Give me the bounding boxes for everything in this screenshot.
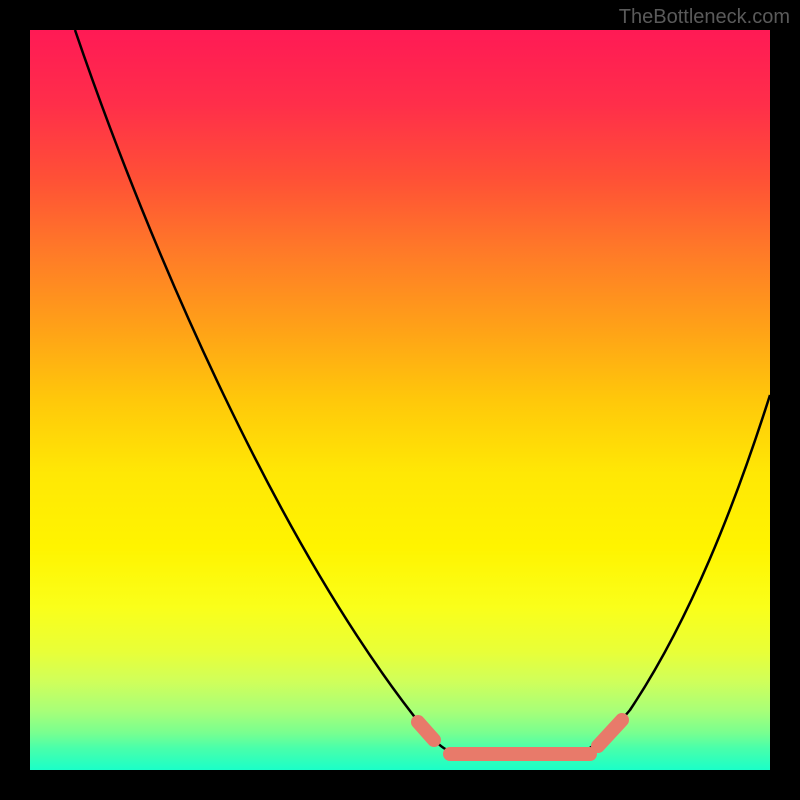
- curve-layer: [30, 30, 770, 770]
- accent-marks: [418, 720, 622, 754]
- watermark-text: TheBottleneck.com: [619, 6, 790, 29]
- plot-area: [30, 30, 770, 770]
- bottleneck-curve: [75, 30, 770, 759]
